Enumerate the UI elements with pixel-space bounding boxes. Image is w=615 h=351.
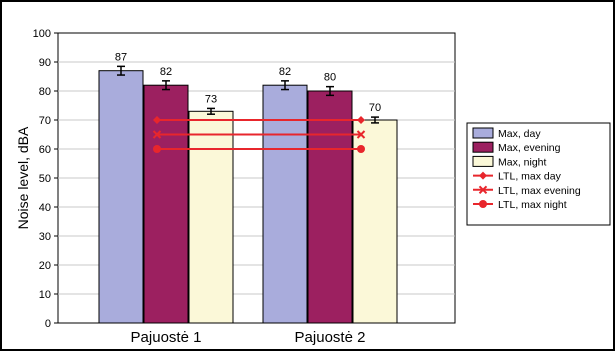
legend-swatch-2: [472, 141, 494, 153]
y-tick-label: 100: [33, 28, 51, 40]
diamond-marker: [357, 116, 365, 124]
y-tick-label: 90: [39, 57, 51, 69]
y-tick-label: 20: [39, 260, 51, 272]
y-tick-label: 50: [39, 173, 51, 185]
data-label: 82: [160, 66, 172, 78]
legend-label: Max, evening: [498, 142, 561, 154]
circle-marker: [153, 145, 161, 153]
cross-marker: [356, 130, 366, 139]
y-tick-label: 10: [39, 289, 51, 301]
legend-label: LTL, max night: [498, 199, 567, 211]
data-label: 70: [369, 102, 381, 114]
y-tick-label: 80: [39, 86, 51, 98]
legend-box: [466, 122, 611, 226]
cross-marker: [478, 185, 488, 195]
x-category-label: Pajuostė 2: [295, 329, 366, 346]
legend-swatch-1: [472, 127, 494, 139]
data-label: 80: [324, 72, 336, 84]
diamond-marker: [479, 171, 487, 180]
legend-label: LTL, max day: [498, 171, 562, 183]
data-label: 73: [205, 93, 217, 105]
y-tick-label: 60: [39, 144, 51, 156]
bar-1-1: [98, 70, 144, 324]
data-label: 82: [279, 66, 291, 78]
bar-3-2: [352, 119, 398, 324]
diamond-marker: [153, 116, 161, 124]
circle-marker: [479, 200, 487, 208]
cross-marker: [152, 130, 162, 139]
legend-label: Max, day: [498, 128, 541, 140]
legend-swatch-3: [472, 155, 494, 167]
data-label: 87: [115, 51, 127, 63]
bar-2-2: [307, 90, 353, 324]
x-category-label: Pajuostė 1: [131, 329, 202, 346]
y-tick-label: 40: [39, 202, 51, 214]
bar-3-1: [188, 110, 234, 324]
circle-marker: [357, 145, 365, 153]
y-axis-label: Noise level, dBA: [15, 126, 31, 229]
legend-label: LTL, max evening: [498, 185, 581, 197]
bar-1-2: [262, 84, 308, 324]
y-tick-label: 70: [39, 115, 51, 127]
y-tick-label: 30: [39, 231, 51, 243]
legend-label: Max, night: [498, 156, 547, 168]
y-tick-label: 0: [45, 318, 51, 330]
